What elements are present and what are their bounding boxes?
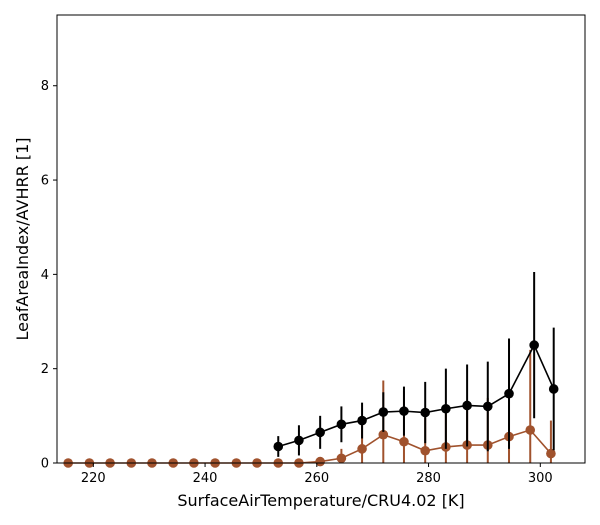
series-2 [273,272,559,457]
x-tick-label: 240 [193,471,218,486]
x-tick-label: 260 [304,471,329,486]
y-tick-label: 4 [41,268,49,283]
x-tick-label: 300 [528,471,553,486]
data-point [315,427,325,438]
data-point [336,419,347,430]
y-tick-label: 8 [41,79,49,94]
data-point [548,384,559,394]
y-tick-label: 0 [41,457,49,472]
data-point [378,407,389,417]
data-point [504,388,514,399]
data-point [357,444,367,454]
y-tick-label: 2 [41,362,49,377]
data-point [420,445,431,456]
data-point [294,435,304,446]
y-axis-label: LeafAreaIndex/AVHRR [1] [13,137,32,340]
data-point [462,400,472,411]
data-point [273,441,284,452]
x-axis: 220 240 260 280 300 [81,463,553,486]
data-point [336,453,347,464]
data-point [378,429,389,440]
data-point [399,436,409,447]
x-axis-label: SurfaceAirTemperature/CRU4.02 [K] [177,491,464,510]
plot-frame [56,14,586,464]
data-point [525,425,536,435]
data-point [315,456,325,467]
data-point [529,340,539,350]
y-axis: 0 2 4 6 8 [41,79,57,472]
x-tick-label: 220 [81,471,106,486]
y-tick-label: 6 [41,174,49,189]
data-point [441,403,451,414]
data-point [546,448,556,459]
data-point [482,401,493,412]
data-point [357,415,367,426]
x-tick-label: 280 [416,471,441,486]
data-point [399,406,409,416]
data-point [420,407,431,418]
